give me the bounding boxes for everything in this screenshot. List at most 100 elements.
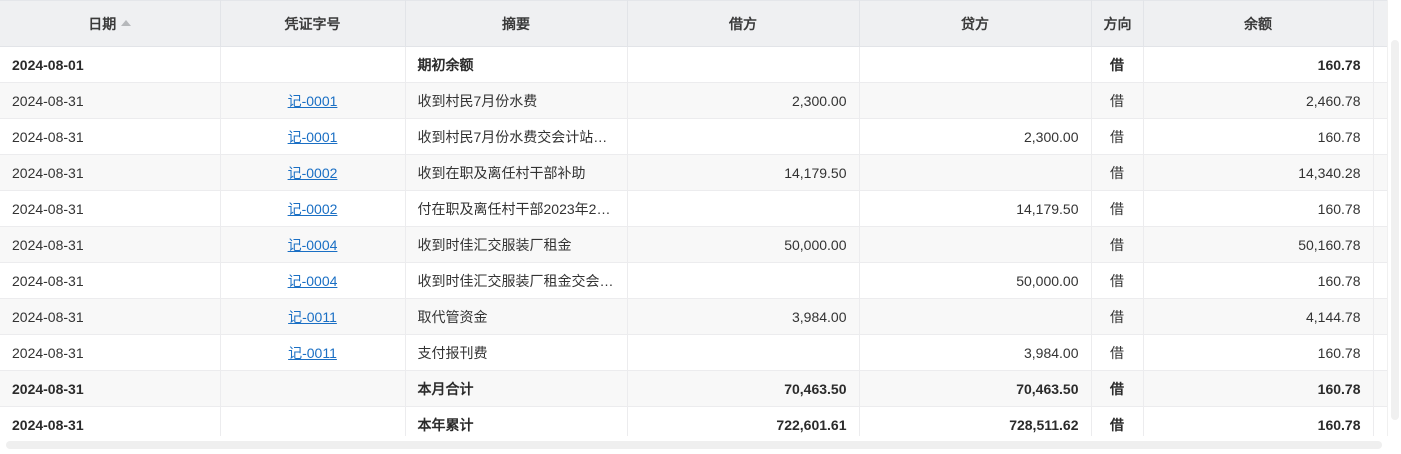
cell-voucher: 记-0011 bbox=[220, 298, 406, 335]
voucher-link[interactable]: 记-0001 bbox=[287, 92, 338, 109]
cell-voucher bbox=[220, 406, 406, 436]
cell-balance: 14,340.28 bbox=[1143, 154, 1374, 191]
table-row[interactable]: 2024-08-31 记-0004 收到时佳汇交服装厂租金 50,000.00 借 50,… bbox=[0, 226, 1387, 263]
voucher-link[interactable]: 记-0004 bbox=[287, 272, 338, 289]
row-filler bbox=[1373, 406, 1387, 436]
cell-dir: 借 bbox=[1091, 298, 1144, 335]
table-row[interactable]: 2024-08-31 记-0011 取代管资金 3,984.00 借 4,144.78 bbox=[0, 298, 1387, 335]
cell-dir: 借 bbox=[1091, 226, 1144, 263]
cell-balance: 160.78 bbox=[1143, 370, 1374, 407]
table-row[interactable]: 2024-08-31 本月合计 70,463.50 70,463.50 借 160.78 bbox=[0, 370, 1387, 407]
column-header-voucher[interactable]: 凭证字号 bbox=[220, 0, 406, 47]
cell-voucher: 记-0001 bbox=[220, 118, 406, 155]
cell-dir: 借 bbox=[1091, 154, 1144, 191]
cell-date: 2024-08-31 bbox=[0, 406, 221, 436]
cell-date: 2024-08-31 bbox=[0, 370, 221, 407]
cell-balance: 160.78 bbox=[1143, 334, 1374, 371]
cell-dir: 借 bbox=[1091, 370, 1144, 407]
cell-debit: 3,984.00 bbox=[627, 298, 860, 335]
cell-dir: 借 bbox=[1091, 118, 1144, 155]
column-header-credit[interactable]: 贷方 bbox=[859, 0, 1092, 47]
cell-debit: 50,000.00 bbox=[627, 226, 860, 263]
table-row[interactable]: 2024-08-31 记-0001 收到村民7月份水费 2,300.00 借 2,460.… bbox=[0, 82, 1387, 119]
column-header-dir[interactable]: 方向 bbox=[1091, 0, 1144, 47]
column-header-debit[interactable]: 借方 bbox=[627, 0, 860, 47]
column-header-label: 日期 bbox=[88, 15, 117, 32]
horizontal-scrollbar-thumb[interactable] bbox=[6, 441, 1382, 449]
cell-summary: 期初余额 bbox=[405, 46, 628, 83]
cell-debit: 14,179.50 bbox=[627, 154, 860, 191]
table-row[interactable]: 2024-08-31 记-0011 支付报刊费 3,984.00 借 160.78 bbox=[0, 334, 1387, 371]
row-filler bbox=[1373, 154, 1387, 191]
cell-date: 2024-08-31 bbox=[0, 82, 221, 119]
cell-balance: 2,460.78 bbox=[1143, 82, 1374, 119]
cell-dir: 借 bbox=[1091, 190, 1144, 227]
cell-dir: 借 bbox=[1091, 262, 1144, 299]
column-header-date[interactable]: 日期 bbox=[0, 0, 221, 47]
cell-voucher bbox=[220, 46, 406, 83]
table-row[interactable]: 2024-08-31 记-0004 收到时佳汇交服装厂租金交会计... 50,000.… bbox=[0, 262, 1387, 299]
cell-debit: 722,601.61 bbox=[627, 406, 860, 436]
cell-voucher: 记-0004 bbox=[220, 262, 406, 299]
cell-balance: 160.78 bbox=[1143, 46, 1374, 83]
cell-summary: 取代管资金 bbox=[405, 298, 628, 335]
table-row[interactable]: 2024-08-31 记-0002 付在职及离任村干部2023年2月... 14,17… bbox=[0, 190, 1387, 227]
table-row[interactable]: 2024-08-31 记-0001 收到村民7月份水费交会计站代管 2,300.00 借… bbox=[0, 118, 1387, 155]
cell-credit bbox=[859, 298, 1092, 335]
column-header-label: 凭证字号 bbox=[284, 15, 341, 32]
cell-voucher: 记-0004 bbox=[220, 226, 406, 263]
row-filler bbox=[1373, 190, 1387, 227]
vertical-scrollbar[interactable] bbox=[1387, 0, 1401, 436]
voucher-link[interactable]: 记-0002 bbox=[287, 200, 338, 217]
voucher-link[interactable]: 记-0002 bbox=[287, 164, 338, 181]
voucher-link[interactable]: 记-0011 bbox=[288, 308, 337, 325]
cell-credit: 2,300.00 bbox=[859, 118, 1092, 155]
cell-credit: 14,179.50 bbox=[859, 190, 1092, 227]
row-filler bbox=[1373, 334, 1387, 371]
cell-balance: 160.78 bbox=[1143, 406, 1374, 436]
cell-summary: 收到在职及离任村干部补助 bbox=[405, 154, 628, 191]
cell-summary: 收到村民7月份水费 bbox=[405, 82, 628, 119]
cell-debit bbox=[627, 190, 860, 227]
voucher-link[interactable]: 记-0004 bbox=[287, 236, 338, 253]
cell-voucher: 记-0002 bbox=[220, 190, 406, 227]
cell-balance: 160.78 bbox=[1143, 118, 1374, 155]
cell-dir: 借 bbox=[1091, 406, 1144, 436]
cell-summary: 支付报刊费 bbox=[405, 334, 628, 371]
cell-date: 2024-08-31 bbox=[0, 334, 221, 371]
row-filler bbox=[1373, 262, 1387, 299]
cell-voucher: 记-0001 bbox=[220, 82, 406, 119]
cell-summary: 付在职及离任村干部2023年2月... bbox=[405, 190, 628, 227]
cell-voucher: 记-0002 bbox=[220, 154, 406, 191]
sort-ascending-caret-icon[interactable] bbox=[121, 19, 132, 26]
grid-viewport[interactable]: 日期 凭证字号 摘要 借方 贷方 方向 余额 2024-08-01 期初余额借 160.78 20… bbox=[0, 0, 1387, 436]
table-header: 日期 凭证字号 摘要 借方 贷方 方向 余额 bbox=[0, 0, 1387, 47]
voucher-link[interactable]: 记-0001 bbox=[287, 128, 338, 145]
column-header-label: 贷方 bbox=[961, 15, 989, 32]
cell-summary: 收到时佳汇交服装厂租金交会计... bbox=[405, 262, 628, 299]
cell-debit bbox=[627, 262, 860, 299]
cell-date: 2024-08-31 bbox=[0, 298, 221, 335]
horizontal-scrollbar[interactable] bbox=[0, 436, 1401, 454]
column-header-balance[interactable]: 余额 bbox=[1143, 0, 1374, 47]
cell-date: 2024-08-31 bbox=[0, 262, 221, 299]
cell-dir: 借 bbox=[1091, 334, 1144, 371]
column-header-summary[interactable]: 摘要 bbox=[405, 0, 628, 47]
table-row[interactable]: 2024-08-31 本年累计 722,601.61 728,511.62 借 160.7… bbox=[0, 406, 1387, 436]
cell-balance: 160.78 bbox=[1143, 262, 1374, 299]
column-header-label: 方向 bbox=[1103, 15, 1132, 32]
voucher-link[interactable]: 记-0011 bbox=[288, 344, 337, 361]
cell-balance: 160.78 bbox=[1143, 190, 1374, 227]
column-header-label: 借方 bbox=[729, 15, 757, 32]
table-row[interactable]: 2024-08-01 期初余额 借 160.78 bbox=[0, 46, 1387, 83]
cell-credit bbox=[859, 46, 1092, 83]
table-row[interactable]: 2024-08-31 记-0002 收到在职及离任村干部补助 14,179.50 借 14… bbox=[0, 154, 1387, 191]
cell-debit bbox=[627, 334, 860, 371]
row-filler bbox=[1373, 226, 1387, 263]
vertical-scrollbar-thumb[interactable] bbox=[1391, 40, 1399, 420]
cell-debit bbox=[627, 46, 860, 83]
column-header-label: 余额 bbox=[1244, 15, 1272, 32]
cell-credit: 50,000.00 bbox=[859, 262, 1092, 299]
cell-date: 2024-08-01 bbox=[0, 46, 221, 83]
row-filler bbox=[1373, 118, 1387, 155]
